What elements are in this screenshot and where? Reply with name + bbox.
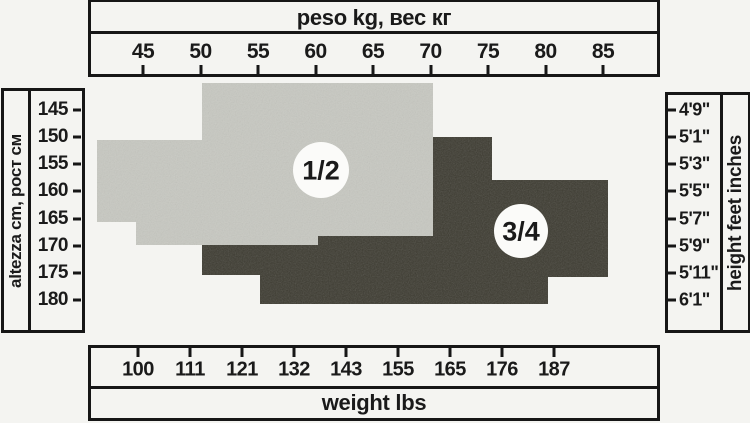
bottom-tick-label: 187 — [538, 358, 570, 381]
size-1-2-badge-label: 1/2 — [302, 156, 340, 186]
bottom-tick-mark — [136, 348, 140, 357]
left-tick-mark — [73, 189, 81, 193]
size-3-4-badge-label: 3/4 — [502, 217, 540, 247]
bottom-axis-box: 100 111 121 132 143 155 165 176 187 weight lbs — [88, 345, 660, 421]
top-tick-mark — [314, 65, 317, 74]
left-tick-label: 165 — [37, 207, 69, 229]
right-tick-label: 5'5" — [679, 180, 710, 201]
left-tick-label: 155 — [37, 153, 69, 175]
top-tick-label: 45 — [131, 40, 155, 63]
top-tick-mark — [429, 65, 432, 74]
bottom-tick-label: 132 — [278, 358, 310, 381]
left-axis-title: altezza cm, рост см — [6, 133, 25, 288]
top-tick-label: 55 — [246, 40, 270, 63]
bottom-tick-label: 165 — [434, 358, 466, 381]
left-tick-label: 160 — [37, 180, 69, 202]
right-tick-mark — [668, 298, 676, 302]
right-axis-box: 4'9" 5'1" 5'3" 5'5" 5'7" 5'9" 5'11" 6'1" height… — [665, 92, 750, 333]
bottom-tick-mark — [240, 348, 244, 357]
right-axis-title: height feet inches — [724, 134, 746, 291]
left-tick-label: 170 — [37, 234, 69, 256]
top-tick-mark — [141, 65, 145, 74]
left-tick-mark — [73, 108, 81, 112]
top-tick-label: 85 — [591, 40, 615, 63]
right-tick-mark — [668, 108, 676, 112]
bottom-tick-mark — [292, 348, 296, 357]
left-tick-mark — [73, 271, 81, 275]
left-axis-title-column: altezza cm, рост см — [4, 91, 28, 330]
right-tick-label: 5'9" — [679, 235, 710, 256]
bottom-tick-label: 121 — [226, 358, 258, 381]
bottom-tick-mark — [552, 348, 556, 357]
bottom-tick-label: 111 — [175, 358, 205, 381]
left-tick-mark — [73, 217, 81, 221]
top-tick-mark — [601, 65, 605, 74]
right-tick-mark — [668, 244, 676, 248]
left-tick-label: 180 — [37, 289, 69, 311]
size-3-4-texture — [202, 137, 608, 304]
top-tick-label: 75 — [476, 40, 500, 63]
bottom-tick-mark — [448, 348, 452, 357]
right-tick-label: 4'9" — [679, 99, 710, 120]
left-axis-box: altezza cm, рост см 145 150 155 160 165 170 17… — [1, 88, 85, 333]
right-axis-title-column: height feet inches — [723, 95, 748, 330]
right-tick-mark — [668, 135, 676, 139]
left-tick-label: 150 — [37, 126, 69, 148]
bottom-tick-label: 100 — [122, 358, 154, 381]
bottom-tick-mark — [500, 348, 504, 357]
top-axis-box: peso kg, вес кг 45 50 55 60 65 70 75 80 85 — [88, 0, 660, 77]
size-1-2-texture — [97, 83, 433, 245]
top-tick-mark — [486, 65, 490, 74]
left-tick-mark — [73, 298, 81, 302]
bottom-tick-label: 143 — [330, 358, 362, 381]
bottom-axis-title: weight lbs — [321, 390, 427, 415]
top-tick-mark — [371, 65, 375, 74]
bottom-tick-mark — [396, 348, 400, 357]
right-tick-label: 5'1" — [679, 126, 710, 147]
left-tick-label: 175 — [37, 261, 69, 283]
top-tick-mark — [199, 65, 202, 74]
bottom-tick-mark — [188, 348, 192, 357]
size-1-2-badge — [293, 142, 349, 198]
top-tick-mark — [544, 65, 547, 74]
right-axis-divider — [720, 95, 723, 330]
left-tick-label: 145 — [37, 99, 69, 120]
top-tick-label: 60 — [304, 40, 327, 63]
top-tick-label: 50 — [189, 40, 212, 63]
right-tick-mark — [668, 189, 676, 193]
top-tick-label: 80 — [534, 40, 557, 63]
right-tick-mark — [668, 217, 676, 221]
top-axis-divider — [91, 31, 657, 34]
bottom-tick-mark — [344, 348, 348, 357]
right-tick-label: 5'11" — [679, 262, 719, 283]
top-tick-label: 70 — [419, 40, 442, 63]
right-tick-mark — [668, 162, 676, 166]
bottom-tick-label: 155 — [382, 358, 414, 381]
top-tick-mark — [256, 65, 260, 74]
top-axis-title: peso kg, вес кг — [296, 5, 452, 30]
left-tick-mark — [73, 135, 81, 139]
size-3-4-badge — [494, 204, 548, 258]
right-tick-mark — [668, 271, 676, 275]
left-tick-mark — [73, 244, 81, 248]
right-tick-label: 5'3" — [679, 153, 710, 174]
left-axis-divider — [28, 91, 31, 330]
left-tick-mark — [73, 162, 81, 166]
bottom-axis-divider — [91, 386, 657, 389]
right-tick-label: 5'7" — [679, 208, 710, 229]
top-tick-label: 65 — [361, 40, 385, 63]
bottom-tick-label: 176 — [486, 358, 518, 381]
right-tick-label: 6'1" — [679, 289, 710, 310]
